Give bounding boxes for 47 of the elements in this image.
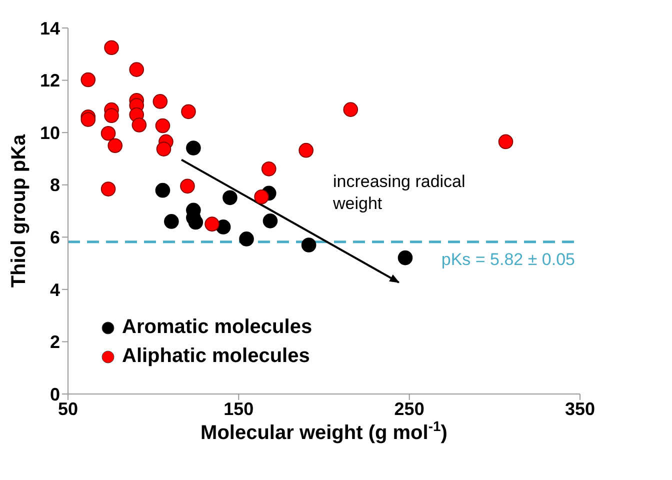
point [222, 190, 238, 206]
point [239, 232, 254, 246]
point [104, 108, 119, 123]
y-tick-label: 0 [50, 384, 60, 404]
point [164, 214, 179, 229]
point [188, 214, 204, 230]
point [80, 112, 96, 127]
annotation: increasing radical weight [333, 171, 466, 215]
legend-label: Aromatic molecules [122, 316, 312, 339]
point [181, 104, 196, 120]
point [155, 118, 170, 134]
point [498, 134, 514, 150]
point [129, 62, 144, 77]
y-tick-label: 12 [40, 70, 60, 91]
point [108, 138, 123, 154]
y-tick-label: 8 [50, 175, 60, 196]
x-axis-title: Molecular weight (g mol$^{-1}$) [200, 418, 448, 444]
point [298, 142, 314, 158]
point [100, 182, 116, 196]
ref-line-label: pKs = 5.82 ± 0.05 [441, 250, 575, 269]
point [180, 178, 195, 194]
y-tick-label: 10 [40, 122, 60, 143]
x-tick-label: 150 [224, 398, 254, 419]
point [301, 238, 316, 252]
point [104, 40, 119, 56]
y-tick-label: 6 [50, 228, 60, 248]
point [100, 126, 116, 141]
point [204, 216, 220, 232]
x-tick-label: 50 [58, 398, 78, 419]
point [80, 72, 96, 88]
point [261, 162, 276, 176]
point [132, 118, 147, 132]
y-tick-label: 14 [40, 18, 60, 38]
point [343, 102, 358, 117]
y-axis-title: Thiol group pKa [8, 133, 30, 288]
point [186, 140, 201, 156]
point [152, 94, 168, 109]
legend-label: Aliphatic molecules [122, 345, 310, 368]
x-tick-label: 250 [394, 398, 424, 419]
point [262, 214, 278, 228]
y-tick-label: 2 [50, 332, 60, 352]
point [254, 189, 269, 204]
point [156, 142, 172, 156]
y-tick-label: 4 [50, 280, 60, 300]
point [155, 182, 170, 198]
x-tick-label: 350 [564, 398, 596, 419]
point [398, 250, 413, 266]
